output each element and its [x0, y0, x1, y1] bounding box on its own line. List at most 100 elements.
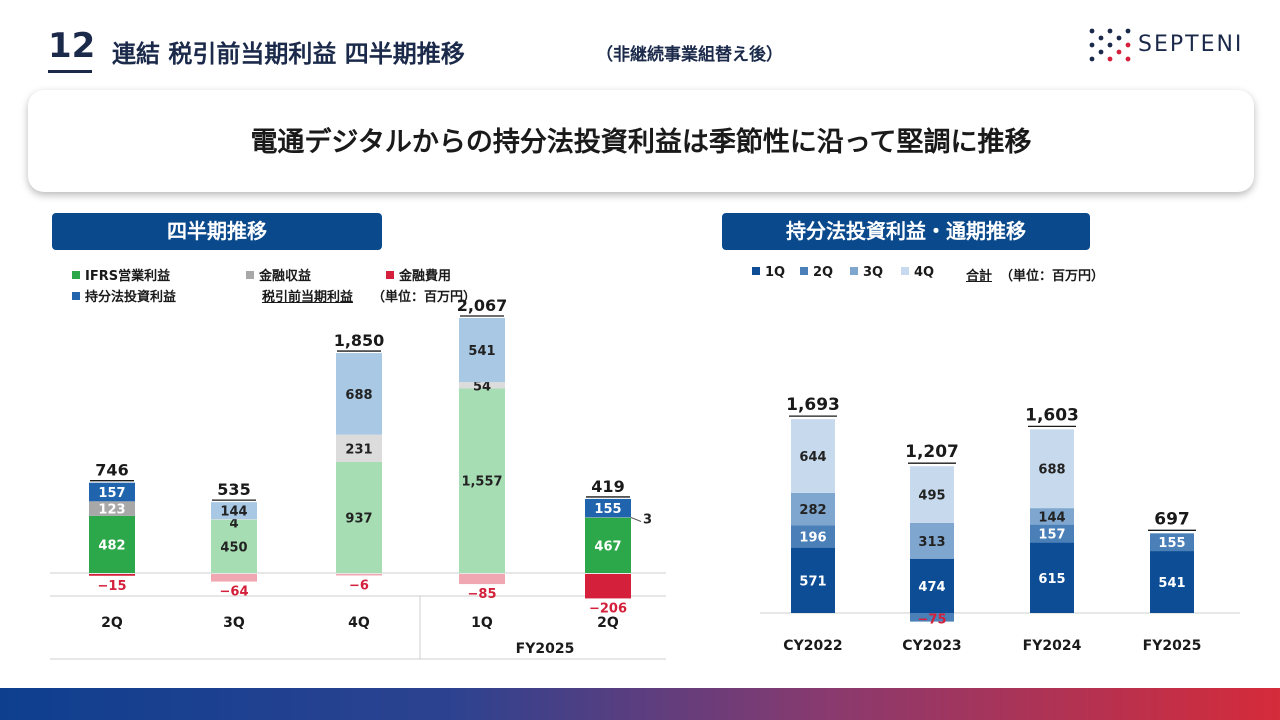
total-label: 535 — [217, 480, 250, 499]
data-label-fin_income: 231 — [345, 442, 372, 457]
legend-q1: 1Q — [752, 265, 785, 280]
logo-dot — [1098, 35, 1104, 41]
septeni-logo-mark — [1089, 28, 1131, 62]
legend-swatch-q1 — [752, 267, 760, 275]
total-label: 2,067 — [457, 296, 508, 315]
data-label-ifrs: 937 — [345, 511, 372, 526]
equity-annual-section-header: 持分法投資利益・通期推移 — [722, 213, 1090, 250]
legend-fin-cost: 金融費用 — [386, 265, 451, 284]
data-label-q2: 196 — [799, 530, 826, 545]
data-label-equity: 541 — [468, 344, 495, 359]
data-label-q4: 495 — [918, 489, 945, 504]
category-group-label: FY2025 — [516, 641, 575, 657]
leader-line — [630, 517, 642, 522]
data-label-q3: 313 — [918, 535, 945, 550]
bar-q1 — [791, 547, 835, 613]
page-number: 12 — [48, 26, 96, 66]
bar-fin-cost — [336, 574, 382, 576]
bar-equity — [211, 502, 257, 520]
data-label-q1: 571 — [799, 574, 826, 589]
bar-fin-cost — [459, 574, 505, 585]
data-label-ifrs: 1,557 — [461, 475, 502, 490]
data-label-equity: 144 — [220, 505, 247, 520]
bar-ifrs — [211, 519, 257, 573]
data-label-ifrs: 482 — [98, 538, 125, 553]
legend-q3-label: 3Q — [863, 265, 884, 280]
legend-swatch-q2 — [800, 267, 808, 275]
logo-dot — [1107, 28, 1113, 34]
bar-q2 — [791, 525, 835, 548]
data-label-fin_income: 54 — [473, 379, 491, 394]
data-label-ifrs: 450 — [220, 540, 247, 555]
bar-q3 — [910, 522, 954, 559]
data-label-q2: −75 — [918, 612, 947, 627]
logo-dot — [1089, 56, 1095, 62]
bar-fin_income — [336, 434, 382, 462]
quarterly-section-header: 四半期推移 — [52, 213, 382, 250]
total-label: 697 — [1154, 509, 1190, 529]
logo-dot — [1125, 56, 1131, 62]
category-label: CY2023 — [902, 638, 961, 654]
bar-fin-cost — [89, 574, 135, 576]
bar-q3 — [791, 492, 835, 526]
data-label-fin_income: 4 — [229, 517, 238, 532]
page-subtitle: （非継続事業組替え後） — [596, 45, 783, 65]
data-label-fin-cost: −85 — [468, 587, 497, 602]
logo-dot — [1125, 28, 1131, 34]
bar-q1 — [1030, 542, 1074, 613]
bar-q1 — [910, 558, 954, 613]
legend-q2-label: 2Q — [813, 265, 834, 280]
bar-ifrs — [336, 461, 382, 573]
data-label-q1: 615 — [1038, 572, 1065, 587]
data-label-fin-cost: −64 — [220, 585, 249, 600]
bar-q1 — [1150, 551, 1194, 613]
logo-dot — [1107, 56, 1113, 62]
data-label-fin_income: 123 — [98, 503, 125, 518]
data-label-ifrs: 467 — [594, 539, 621, 554]
bar-q2 — [1150, 533, 1194, 552]
legend-swatch-equity — [72, 292, 80, 300]
bar-q4 — [1030, 429, 1074, 509]
page-number-underline — [48, 70, 92, 73]
category-label: 3Q — [223, 615, 245, 631]
data-label-equity: 155 — [594, 502, 621, 517]
category-label: FY2024 — [1023, 638, 1082, 654]
bar-ifrs — [585, 517, 631, 573]
legend-equity: 持分法投資利益 — [72, 286, 176, 305]
bar-equity — [459, 317, 505, 383]
data-label-fin-cost: −6 — [349, 579, 369, 594]
data-label-equity: 157 — [98, 486, 125, 501]
category-label: 1Q — [471, 615, 493, 631]
legend-fin-cost-label: 金融費用 — [399, 269, 452, 284]
logo-dot — [1089, 28, 1095, 34]
legend-ifrs: IFRS営業利益 — [72, 265, 170, 284]
bar-fin-cost — [211, 574, 257, 582]
bar-fin_income — [459, 382, 505, 389]
legend-fin-income-label: 金融収益 — [259, 269, 312, 284]
bar-ifrs — [459, 388, 505, 573]
data-label-q2: 155 — [1158, 536, 1185, 551]
page-title: 連結 税引前当期利益 四半期推移 — [112, 40, 465, 68]
data-label-fin_income: 3 — [643, 512, 652, 527]
total-label: 1,603 — [1025, 405, 1079, 425]
logo-dot — [1116, 35, 1122, 41]
data-label-fin-cost: −15 — [98, 579, 127, 594]
legend-swatch-q3 — [850, 267, 858, 275]
bar-equity — [585, 498, 631, 518]
equity-annual-chart: 571 196 282 644 1,693 CY2022 474 −75 313 495 1,207… — [760, 395, 1240, 654]
legend-swatch-fin-cost — [386, 271, 394, 279]
legend-q4-label: 4Q — [914, 265, 935, 280]
data-label-q2: 157 — [1038, 528, 1065, 543]
bar-ifrs — [89, 515, 135, 573]
headline: 電通デジタルからの持分法投資利益は季節性に沿って堅調に推移 — [250, 127, 1032, 158]
septeni-logo-text: SEPTENI — [1138, 32, 1244, 57]
data-label-q3: 282 — [799, 503, 826, 518]
logo-dot — [1125, 42, 1131, 48]
bar-fin-cost — [585, 574, 631, 599]
logo-dot — [1098, 49, 1104, 55]
data-label-q3: 144 — [1038, 510, 1065, 525]
category-label: FY2025 — [1143, 638, 1202, 654]
category-label: CY2022 — [783, 638, 842, 654]
legend-swatch-fin-income — [246, 271, 254, 279]
